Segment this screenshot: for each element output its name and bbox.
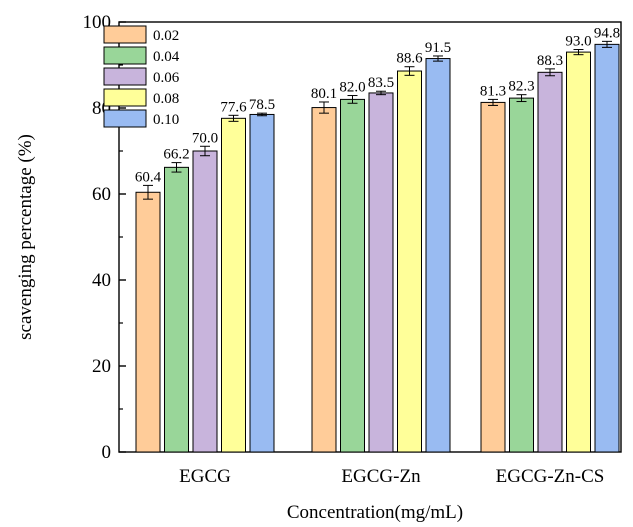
- data-label: 94.8: [594, 25, 620, 41]
- data-label: 82.3: [508, 79, 534, 95]
- bar: [135, 191, 161, 453]
- bar: [509, 97, 534, 453]
- data-label: 91.5: [425, 40, 451, 56]
- bar: [311, 107, 337, 453]
- legend-swatch: [103, 46, 147, 65]
- x-category-label: EGCG-Zn-CS: [496, 466, 605, 487]
- data-label: 70.0: [192, 130, 218, 146]
- bar: [221, 117, 246, 453]
- data-label: 81.3: [480, 83, 506, 99]
- x-axis: EGCG EGCG-Zn EGCG-Zn-CS: [179, 445, 604, 487]
- y-tick-label: 40: [92, 270, 111, 291]
- bar: [368, 92, 394, 453]
- legend-swatch: [103, 109, 147, 128]
- data-label: 93.0: [565, 34, 591, 50]
- y-tick-label: 20: [92, 356, 111, 377]
- data-label: 88.3: [537, 53, 563, 69]
- bar: [164, 166, 189, 453]
- bar: [340, 98, 365, 453]
- data-label: 60.4: [135, 169, 162, 185]
- bar: [480, 101, 506, 453]
- bars: 60.466.270.077.6 78.5 80.1 82.0 83.588.691.5…: [135, 25, 620, 453]
- legend: 0.02 0.04 0.06 0.08 0.10: [103, 25, 180, 128]
- bar: [425, 58, 451, 453]
- legend-label: 0.06: [153, 70, 180, 86]
- data-label: 80.1: [311, 86, 337, 102]
- data-label: 77.6: [220, 99, 247, 115]
- x-category-label: EGCG-Zn: [341, 466, 421, 487]
- data-label: 82.0: [339, 80, 365, 96]
- legend-label: 0.10: [153, 112, 179, 128]
- x-axis-title: Concentration(mg/mL): [287, 502, 463, 523]
- x-category-label: EGCG: [179, 466, 231, 487]
- y-axis-title: scavenging percentage (%): [15, 134, 36, 340]
- bar: [594, 43, 620, 453]
- y-tick-label: 60: [92, 184, 111, 205]
- legend-label: 0.02: [153, 28, 179, 44]
- legend-swatch: [103, 67, 147, 86]
- data-label: 78.5: [249, 97, 275, 113]
- bar: [397, 70, 422, 453]
- y-tick-label: 0: [102, 442, 112, 463]
- data-label: 83.5: [368, 75, 394, 91]
- legend-swatch: [103, 25, 147, 44]
- data-label: 66.2: [163, 147, 189, 163]
- data-label: 88.6: [396, 51, 423, 67]
- legend-label: 0.08: [153, 91, 179, 107]
- bar: [537, 71, 563, 453]
- legend-label: 0.04: [153, 49, 180, 65]
- bar: [249, 113, 275, 453]
- bar: [566, 51, 591, 453]
- legend-swatch: [103, 88, 147, 107]
- bar: [192, 150, 218, 453]
